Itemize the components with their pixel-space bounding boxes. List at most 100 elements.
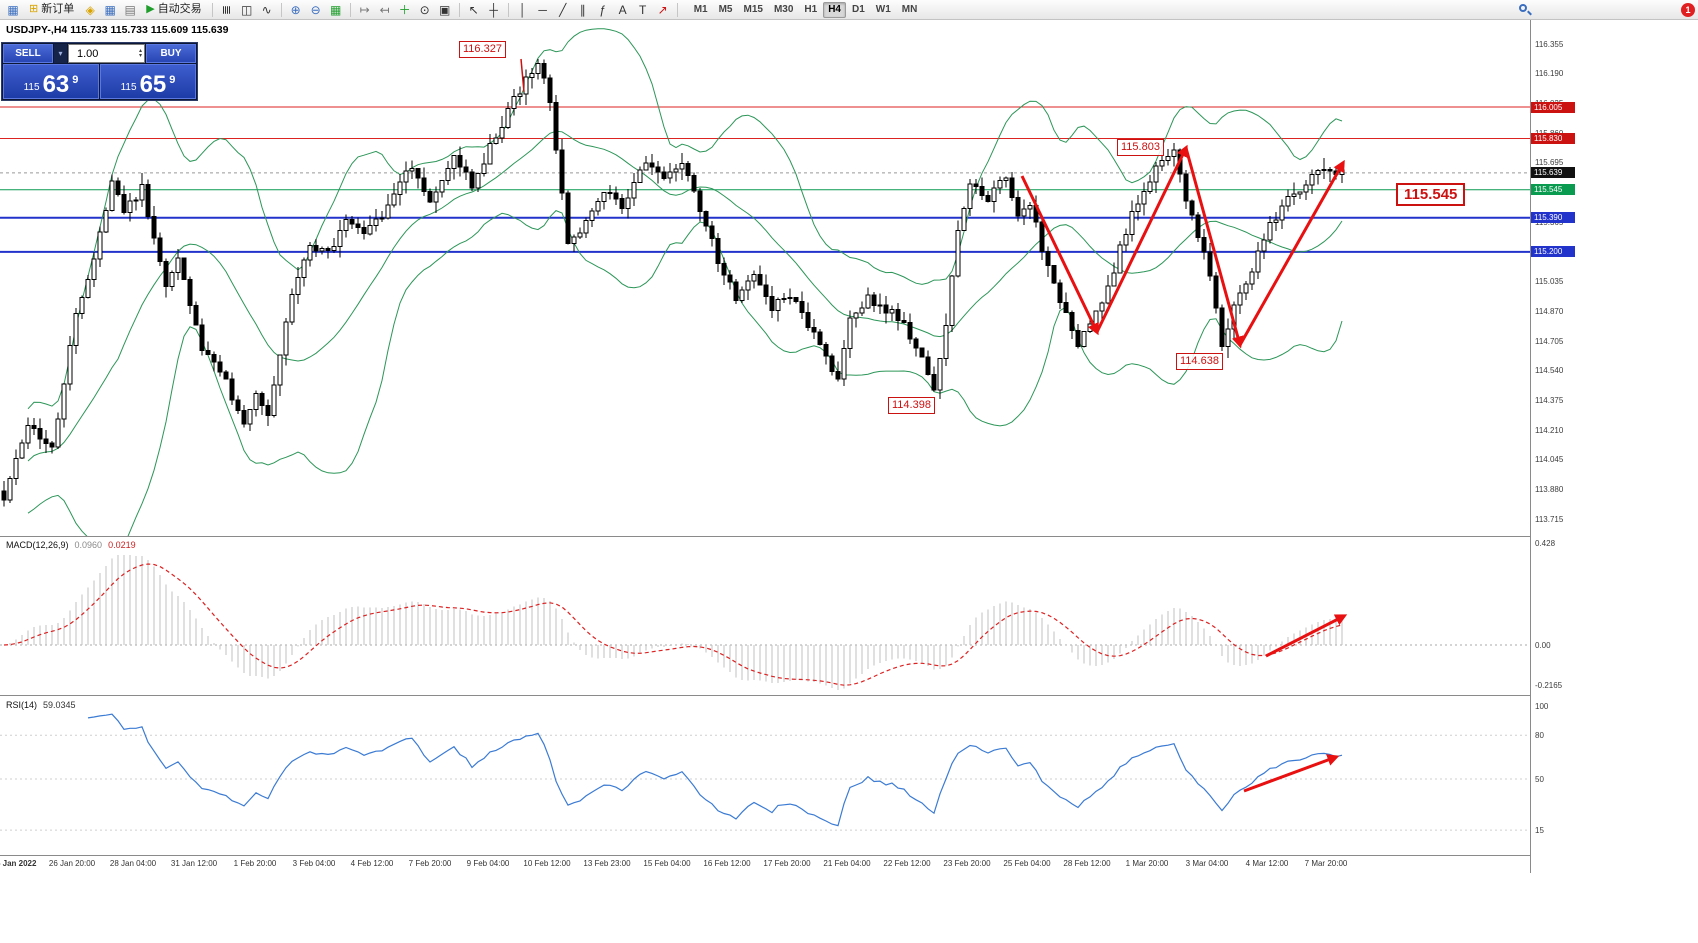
fibonacci-icon[interactable]: ƒ	[599, 2, 607, 17]
volume-value: 1.00	[77, 47, 99, 60]
rsi-axis-tick: 80	[1535, 730, 1544, 740]
buy-price-big: 65	[139, 71, 167, 98]
time-axis-label: 1 Mar 20:00	[1125, 859, 1169, 868]
candlestick-chart-icon[interactable]: ◫	[241, 2, 253, 17]
panel-divider[interactable]	[0, 695, 1530, 696]
sell-tab[interactable]: SELL	[3, 44, 53, 63]
rsi-axis-tick: 15	[1535, 825, 1544, 835]
price-line-tag-115.390: 115.390	[1531, 212, 1575, 224]
toolbar-separator	[211, 2, 213, 17]
time-axis-label: 1 Feb 20:00	[233, 859, 277, 868]
volume-stepper[interactable]: ▴ ▾	[138, 47, 142, 59]
cursor-icon[interactable]: ↖	[468, 2, 479, 17]
price-annotation-116-327[interactable]: 116.327	[459, 41, 506, 58]
time-axis-label: 3 Mar 04:00	[1185, 859, 1229, 868]
timeframe-m1-button[interactable]: M1	[693, 4, 708, 15]
spin-up-icon[interactable]: ▴	[138, 47, 142, 54]
new-order-icon: ⊞	[29, 3, 39, 15]
crosshair-icon[interactable]: ┼	[489, 2, 498, 17]
buy-tab[interactable]: BUY	[146, 44, 196, 63]
arrow-tool-icon[interactable]: ↗	[657, 2, 668, 17]
macd-axis-tick: -0.2165	[1535, 680, 1563, 690]
horizontal-line-icon[interactable]: ─	[538, 2, 547, 17]
time-axis-label: 23 Feb 20:00	[943, 859, 991, 868]
time-axis-label: 15 Feb 04:00	[643, 859, 691, 868]
timeframe-m5-button[interactable]: M5	[718, 4, 733, 15]
price-axis-tick: 116.355	[1535, 39, 1564, 49]
toolbar-separator	[507, 2, 509, 17]
new-order-button[interactable]: ⊞ 新订单	[24, 1, 79, 18]
price-axis-tick: 115.695	[1535, 158, 1564, 168]
market-watch-icon[interactable]: ▦	[104, 2, 116, 17]
timeframe-w1-button[interactable]: W1	[875, 4, 891, 15]
timeframe-group: M1 M5 M15 M30 H1 H4 D1 W1 MN	[689, 1, 923, 18]
trade-menu-icon[interactable]: ▾	[54, 44, 67, 63]
macd-panel-canvas[interactable]	[0, 536, 1530, 695]
auto-scroll-icon[interactable]: ↦	[359, 2, 370, 17]
macd-axis-tick: 0.428	[1535, 538, 1556, 548]
line-chart-icon[interactable]: ∿	[261, 2, 272, 17]
zoom-in-icon[interactable]: ⊕	[290, 2, 301, 17]
panel-divider[interactable]	[0, 536, 1530, 537]
price-annotation-114-398[interactable]: 114.398	[888, 397, 935, 414]
volume-field[interactable]: 1.00 ▴ ▾	[68, 44, 145, 63]
label-tool-icon[interactable]: T	[639, 2, 647, 17]
indicators-icon[interactable]: ＋	[398, 2, 411, 17]
time-axis-label: 9 Feb 04:00	[466, 859, 510, 868]
timeframe-mn-button[interactable]: MN	[901, 4, 918, 15]
time-axis-label: 17 Feb 20:00	[763, 859, 811, 868]
autotrading-button[interactable]: ▶ 自动交易	[141, 1, 206, 18]
toolbar-separator	[458, 2, 460, 17]
timeframe-m15-button[interactable]: M15	[743, 4, 763, 15]
price-chart-canvas[interactable]	[0, 20, 1530, 536]
time-axis-label: 13 Feb 23:00	[583, 859, 631, 868]
macd-axis-tick: 0.00	[1535, 640, 1551, 650]
navigator-icon[interactable]: ▤	[124, 2, 136, 17]
channel-icon[interactable]: ∥	[579, 2, 586, 17]
spin-down-icon[interactable]: ▾	[138, 52, 142, 59]
buy-price-button[interactable]: 115 65 9	[100, 64, 196, 99]
templates-icon[interactable]: ▣	[439, 2, 451, 17]
price-line-tag-115.830: 115.830	[1531, 133, 1575, 144]
chart-shift-icon[interactable]: ↤	[379, 2, 390, 17]
new-order-label: 新订单	[41, 3, 75, 15]
time-axis-label: 28 Jan 04:00	[109, 859, 157, 868]
time-axis-label: 22 Feb 12:00	[883, 859, 931, 868]
text-tool-icon[interactable]: A	[618, 2, 627, 17]
sell-price-button[interactable]: 115 63 9	[3, 64, 99, 99]
sell-price-big: 63	[42, 71, 70, 98]
time-axis-label: 3 Feb 04:00	[292, 859, 336, 868]
price-scale-divider	[1530, 20, 1531, 873]
search-icon[interactable]	[1518, 3, 1532, 17]
price-axis-tick: 114.045	[1535, 455, 1564, 465]
notification-badge[interactable]: 1	[1681, 3, 1695, 17]
vertical-line-icon[interactable]: │	[518, 2, 527, 17]
app-window-icon[interactable]: ▦	[7, 2, 19, 17]
rsi-axis-tick: 100	[1535, 701, 1549, 711]
compass-icon[interactable]: ◈	[85, 2, 95, 17]
timeframe-d1-button[interactable]: D1	[852, 4, 865, 15]
rsi-panel-canvas[interactable]	[0, 695, 1530, 855]
timeframe-h1-button[interactable]: H1	[804, 4, 818, 15]
rsi-label: RSI(14) 59.0345	[6, 700, 76, 710]
price-annotation-115-545[interactable]: 115.545	[1396, 183, 1466, 206]
price-annotation-115-803[interactable]: 115.803	[1117, 139, 1164, 156]
tile-windows-icon[interactable]: ▦	[330, 2, 342, 17]
price-axis-tick: 114.870	[1535, 306, 1564, 316]
bar-chart-icon[interactable]: ≣	[219, 4, 234, 15]
time-axis-label: 7 Feb 20:00	[408, 859, 452, 868]
timeframe-h4-button[interactable]: H4	[823, 1, 846, 18]
time-axis-label: 28 Feb 12:00	[1063, 859, 1111, 868]
periods-icon[interactable]: ⊙	[419, 2, 430, 17]
buy-price-sup: 9	[169, 74, 176, 86]
one-click-trading-panel: SELL ▾ 1.00 ▴ ▾ BUY 115 63 9 115 65 9	[1, 42, 198, 101]
price-axis-tick: 116.190	[1535, 69, 1564, 79]
price-annotation-114-638[interactable]: 114.638	[1176, 353, 1223, 370]
timeframe-m30-button[interactable]: M30	[773, 4, 794, 15]
zoom-out-icon[interactable]: ⊖	[310, 2, 321, 17]
trendline-icon[interactable]: ╱	[559, 2, 567, 17]
price-axis-tick: 114.540	[1535, 366, 1564, 376]
time-axis-divider	[0, 855, 1530, 856]
price-axis-tick: 114.210	[1535, 425, 1564, 435]
time-axis-label: 25 Jan 2022	[0, 859, 37, 868]
